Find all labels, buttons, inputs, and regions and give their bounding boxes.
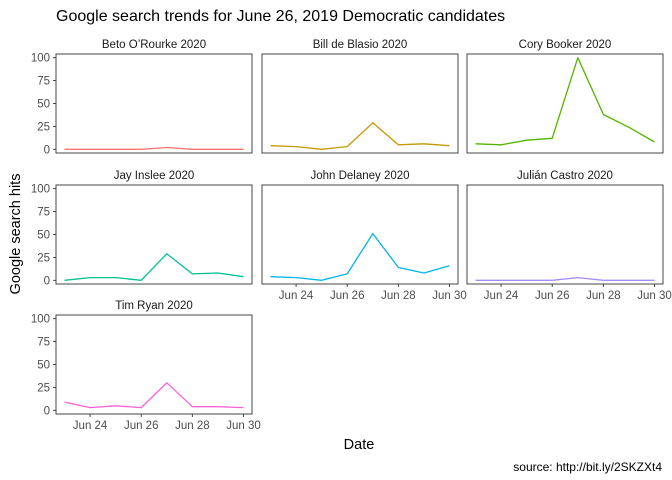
facet-panels: Beto O’Rourke 2020 0 25 50 75 100 Bill de Blas…	[31, 39, 672, 432]
series-line	[270, 122, 450, 150]
y-tick-label: 25	[37, 382, 50, 394]
series-line	[475, 276, 655, 281]
facet-panel: Tim Ryan 2020 0 25 50 75 100 Jun 24 Jun 26 Jun 2…	[31, 300, 261, 432]
y-tick-label: 75	[37, 337, 50, 349]
facet-panel: Beto O’Rourke 2020 0 25 50 75 100	[31, 39, 253, 156]
facet-panel: Julián Castro 2020 Jun 24 Jun 26 Jun 28 Jun …	[466, 170, 672, 302]
x-tick-label: Jun 28	[175, 420, 210, 432]
y-tick-label: 100	[31, 53, 50, 65]
x-tick-label: Jun 28	[381, 290, 416, 302]
panel-border	[261, 184, 459, 285]
facet-strip-label: Julián Castro 2020	[517, 170, 613, 182]
facet-strip-label: Cory Booker 2020	[519, 39, 612, 51]
facet-strip-label: Jay Inslee 2020	[114, 170, 195, 182]
x-tick-label: Jun 30	[637, 290, 672, 302]
series-line	[475, 57, 655, 146]
y-tick-label: 25	[37, 121, 50, 133]
y-tick-label: 50	[37, 360, 50, 372]
facet-strip-label: Bill de Blasio 2020	[313, 39, 408, 51]
facet-panel: Cory Booker 2020	[466, 39, 664, 154]
y-tick-label: 50	[37, 230, 50, 242]
y-axis-label: Google search hits	[8, 174, 24, 295]
series-line	[64, 382, 244, 409]
y-tick-label: 75	[37, 76, 50, 88]
source-caption: source: http://bit.ly/2SKZXt4	[513, 460, 662, 474]
facet-panel: Bill de Blasio 2020	[261, 39, 459, 154]
panel-border	[466, 53, 664, 154]
panel-border	[261, 53, 459, 154]
x-tick-label: Jun 26	[124, 420, 159, 432]
y-tick-label: 0	[44, 405, 50, 417]
facet-panel: Jay Inslee 2020 0 25 50 75 100	[31, 170, 253, 287]
facet-panel: John Delaney 2020 Jun 24 Jun 26 Jun 28 Jun 3…	[261, 170, 467, 302]
y-tick-label: 100	[31, 314, 50, 326]
y-tick-label: 50	[37, 99, 50, 111]
x-tick-label: Jun 24	[484, 290, 519, 302]
chart-title: Google search trends for June 26, 2019 D…	[56, 8, 505, 25]
y-tick-label: 75	[37, 207, 50, 219]
y-tick-label: 0	[44, 275, 50, 287]
panel-border	[466, 184, 664, 285]
y-tick-label: 100	[31, 184, 50, 196]
facet-strip-label: John Delaney 2020	[310, 170, 409, 182]
facet-strip-label: Tim Ryan 2020	[115, 300, 193, 312]
panel-border	[55, 53, 253, 154]
x-tick-label: Jun 30	[432, 290, 467, 302]
y-tick-label: 0	[44, 144, 50, 156]
x-tick-label: Jun 30	[226, 420, 261, 432]
x-tick-label: Jun 26	[330, 290, 365, 302]
x-tick-label: Jun 24	[73, 420, 108, 432]
x-tick-label: Jun 24	[279, 290, 314, 302]
x-tick-label: Jun 28	[586, 290, 621, 302]
series-line	[64, 253, 244, 281]
y-tick-label: 25	[37, 252, 50, 264]
panel-border	[55, 314, 253, 415]
series-line	[64, 146, 244, 150]
series-line	[270, 232, 450, 281]
x-tick-label: Jun 26	[535, 290, 570, 302]
facet-strip-label: Beto O’Rourke 2020	[102, 39, 206, 51]
x-axis-label: Date	[344, 437, 375, 453]
panel-border	[55, 184, 253, 285]
